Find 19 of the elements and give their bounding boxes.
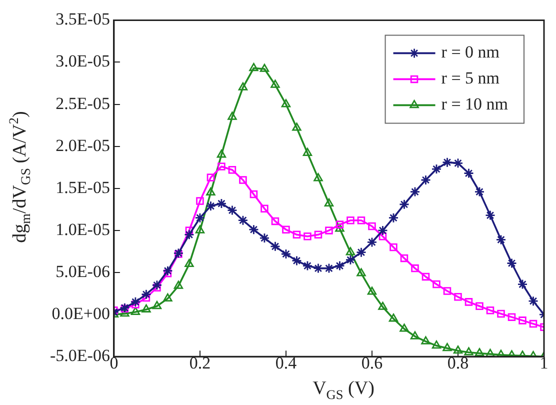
x-tick-label: 0.6 [361,353,383,372]
y-tick-label: 0.0E+00 [52,304,110,324]
y-tick-label: 2.5E-05 [56,94,110,113]
legend-label: r = 0 nm [441,42,500,62]
y-tick-label: 2.0E-05 [56,136,110,155]
x-tick-label: 0.4 [275,353,298,372]
y-tick-label: 1.0E-05 [56,220,110,239]
x-tick-label: 0.2 [189,353,211,372]
y-tick-label: -5.0E-06 [50,346,110,366]
x-axis-title: V$_{GS}$ (V) [312,378,376,403]
y-tick-label: 3.0E-05 [56,52,110,71]
x-tick-label: 1 [540,353,548,372]
legend-label: r = 5 nm [441,68,500,88]
legend-label: r = 10 nm [441,94,508,114]
y-tick-label: 1.5E-05 [56,178,110,197]
y-tick-label: 3.5E-05 [56,10,110,29]
x-tick-label: 0.8 [447,353,469,372]
y-tick-label: 5.0E-06 [56,262,110,281]
x-tick-label: 0 [110,353,118,372]
